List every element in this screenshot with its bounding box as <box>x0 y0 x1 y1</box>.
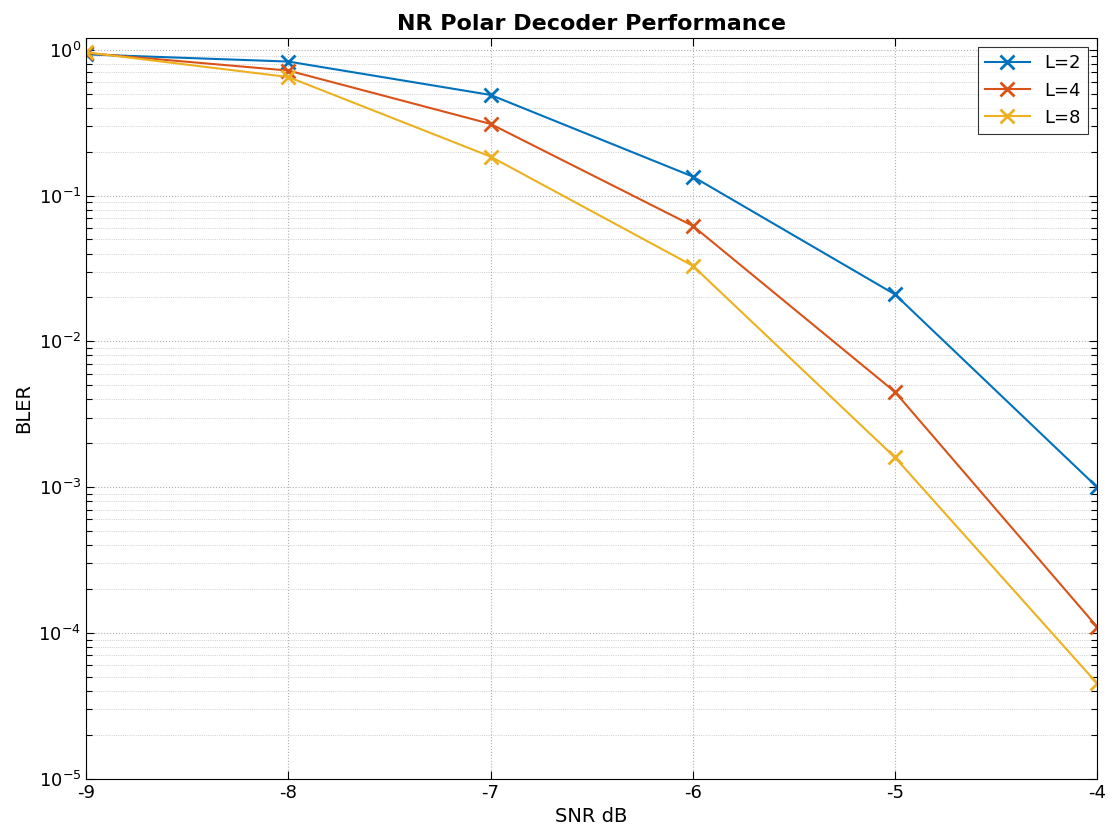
L=8 <box>687 260 700 270</box>
X-axis label: SNR dB: SNR dB <box>556 807 628 826</box>
L=8 <box>484 151 497 161</box>
L=2 <box>888 289 902 299</box>
Title: NR Polar Decoder Performance: NR Polar Decoder Performance <box>398 14 786 34</box>
L=4 <box>484 119 497 129</box>
Legend: L=2, L=4, L=8: L=2, L=4, L=8 <box>978 47 1089 134</box>
L=4 <box>80 48 93 58</box>
L=4 <box>1091 622 1104 632</box>
L=2 <box>484 90 497 100</box>
L=8 <box>1091 679 1104 689</box>
L=4 <box>888 387 902 397</box>
Line: L=8: L=8 <box>80 45 1104 690</box>
L=4 <box>281 66 295 76</box>
L=8 <box>281 72 295 82</box>
L=2 <box>1091 482 1104 492</box>
L=8 <box>888 452 902 462</box>
L=4 <box>687 221 700 231</box>
L=2 <box>80 50 93 60</box>
L=2 <box>281 56 295 66</box>
L=8 <box>80 47 93 57</box>
L=2 <box>687 171 700 181</box>
Line: L=4: L=4 <box>80 46 1104 634</box>
Y-axis label: BLER: BLER <box>13 383 32 433</box>
Line: L=2: L=2 <box>80 47 1104 494</box>
